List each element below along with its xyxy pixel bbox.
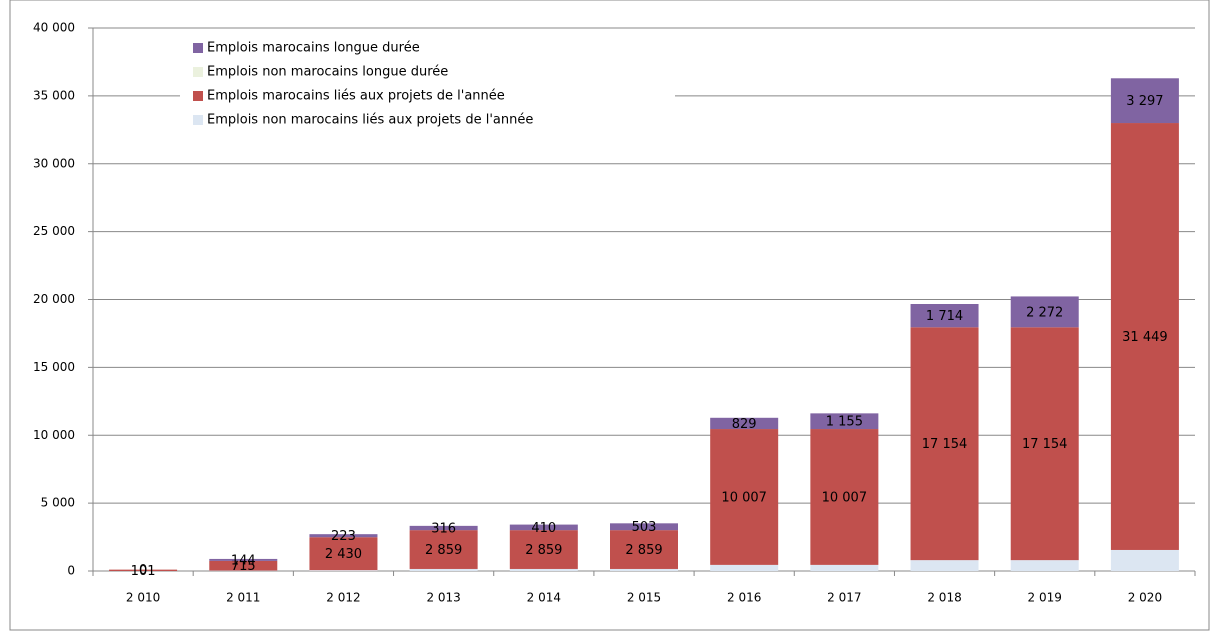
data-label: 2 272 [1026, 305, 1063, 320]
bar-segment [910, 304, 979, 328]
legend-label: Emplois marocains liés aux projets de l'… [207, 89, 505, 104]
x-tick-label: 2 019 [1028, 591, 1062, 605]
data-label: 0 [139, 563, 147, 578]
data-label: 10 007 [822, 490, 868, 505]
bar-segment [409, 530, 478, 569]
data-label: 10 007 [721, 490, 767, 505]
data-label: 101 [131, 564, 156, 579]
bar-segment [610, 530, 678, 569]
bar-segment [810, 429, 879, 565]
data-label: 31 449 [1122, 330, 1168, 345]
bar-segment [1010, 296, 1079, 328]
data-label: 3 297 [1126, 94, 1163, 109]
x-tick-label: 2 020 [1128, 591, 1162, 605]
bar-segment [810, 564, 879, 571]
data-label: 503 [632, 520, 657, 535]
x-tick-label: 2 011 [226, 591, 260, 605]
data-label: 1 714 [926, 309, 963, 324]
x-tick-label: 2 013 [426, 591, 460, 605]
bar-segment [710, 564, 779, 571]
bar-segment [910, 560, 979, 571]
data-label: 223 [331, 529, 356, 544]
bar-segment [610, 568, 678, 571]
bar-segment [309, 534, 378, 538]
x-tick-label: 2 010 [126, 591, 160, 605]
data-label: 2 430 [325, 547, 362, 562]
y-tick-label: 35 000 [33, 88, 75, 102]
data-label: 17 154 [1022, 437, 1068, 452]
data-label: 2 859 [525, 543, 562, 558]
bar-segment [509, 524, 578, 531]
bar-segment [1110, 123, 1179, 550]
y-tick-label: 40 000 [33, 21, 75, 35]
bar-segment [810, 413, 879, 430]
bar-segment [409, 568, 478, 571]
y-tick-label: 25 000 [33, 224, 75, 238]
data-label: 144 [231, 553, 256, 568]
legend-swatch [193, 91, 203, 101]
legend-swatch [193, 67, 203, 77]
bar-segment [710, 417, 779, 430]
bar-segment [910, 327, 979, 561]
legend-swatch [193, 43, 203, 53]
data-label: 316 [431, 522, 456, 537]
bar-segment [1010, 560, 1079, 571]
data-label: 829 [732, 417, 757, 432]
bar-segment [209, 558, 278, 561]
data-label: 17 154 [922, 437, 968, 452]
legend-label: Emplois non marocains liés aux projets d… [207, 113, 533, 128]
bar-segment [1010, 327, 1079, 561]
y-tick-label: 20 000 [33, 292, 75, 306]
y-tick-label: 30 000 [33, 156, 75, 170]
x-tick-label: 2 015 [627, 591, 661, 605]
x-tick-label: 2 018 [927, 591, 961, 605]
data-label: 2 859 [625, 543, 662, 558]
legend-swatch [193, 115, 203, 125]
bar-segment [309, 537, 378, 571]
y-tick-label: 15 000 [33, 360, 75, 374]
bar-segment [509, 568, 578, 571]
y-tick-label: 5 000 [41, 496, 75, 510]
legend-label: Emplois marocains longue durée [207, 41, 420, 56]
x-tick-label: 2 016 [727, 591, 761, 605]
bar-segment [109, 569, 178, 571]
data-label: 715 [231, 559, 256, 574]
y-tick-label: 10 000 [33, 428, 75, 442]
data-label: 1 155 [826, 415, 863, 430]
x-tick-label: 2 017 [827, 591, 861, 605]
data-label: 2 859 [425, 543, 462, 558]
x-tick-label: 2 012 [326, 591, 360, 605]
bar-segment [309, 570, 378, 571]
legend-box [180, 34, 675, 138]
legend-label: Emplois non marocains longue durée [207, 65, 448, 80]
bar-segment [1110, 549, 1179, 571]
y-tick-label: 0 [67, 564, 75, 578]
bar-segment [710, 429, 779, 565]
bar-segment [610, 523, 678, 531]
x-tick-label: 2 014 [527, 591, 561, 605]
bar-segment [409, 525, 478, 531]
bar-segment [509, 530, 578, 569]
bar-segment [1110, 78, 1179, 124]
data-label: 410 [531, 521, 556, 536]
bar-segment [209, 560, 278, 571]
